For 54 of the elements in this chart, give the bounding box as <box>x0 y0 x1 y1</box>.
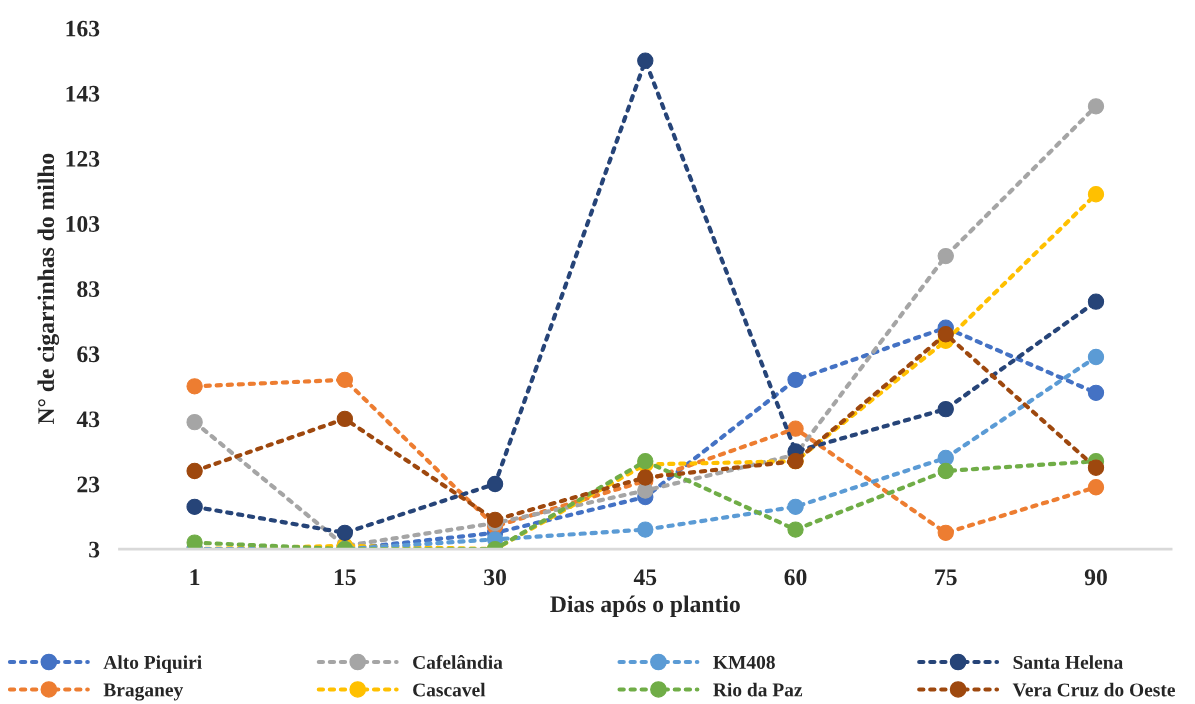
point <box>186 462 203 480</box>
point <box>186 378 203 395</box>
y-tick-label: 123 <box>66 150 100 167</box>
point <box>1087 186 1105 203</box>
point <box>186 413 203 431</box>
x-tick-label: 45 <box>633 569 657 586</box>
y-tick-label: 3 <box>89 541 100 558</box>
y-tick-label: 143 <box>66 85 100 102</box>
x-tick-label: 75 <box>935 569 957 586</box>
point <box>637 52 654 69</box>
legend-label: Braganey <box>103 683 184 701</box>
point <box>937 400 954 418</box>
x-tick-label: 90 <box>1084 569 1107 586</box>
legend-label: KM408 <box>713 655 775 669</box>
point <box>787 498 804 515</box>
point <box>1087 479 1105 496</box>
y-tick-label: 63 <box>77 346 100 363</box>
point <box>1087 348 1105 366</box>
point <box>1087 384 1105 401</box>
legend-label: Alto Piquiri <box>103 655 202 673</box>
legend-label: Rio da Paz <box>713 682 803 697</box>
legend-label: Cafelândia <box>413 655 503 669</box>
y-tick-label: 163 <box>66 20 100 37</box>
point <box>787 521 804 538</box>
point <box>937 524 954 541</box>
point <box>186 534 203 550</box>
y-axis-title: N° de cigarrinhas do milho <box>37 153 60 425</box>
y-tick-label: 23 <box>77 476 100 493</box>
x-axis-title: Dias após o plantio <box>550 595 740 617</box>
point <box>937 247 954 265</box>
point <box>336 410 353 428</box>
point <box>336 371 353 388</box>
x-tick-label: 60 <box>784 569 807 586</box>
point <box>336 524 353 541</box>
point <box>486 475 504 493</box>
legend-label: Santa Helena <box>1013 655 1123 669</box>
y-tick-label: 83 <box>77 281 100 298</box>
point <box>186 498 203 515</box>
point <box>1087 293 1105 310</box>
point <box>787 371 804 388</box>
point <box>637 521 654 538</box>
legend-label: Cascavel <box>413 682 486 697</box>
x-tick-label: 15 <box>334 569 356 586</box>
x-tick-label: 1 <box>190 569 200 585</box>
y-tick-label: 43 <box>76 411 100 428</box>
legend-label: Vera Cruz do Oeste <box>1012 682 1175 697</box>
x-tick-label: 30 <box>484 569 506 586</box>
point <box>937 462 954 480</box>
point <box>937 326 954 343</box>
point <box>1087 459 1105 476</box>
point <box>486 511 504 528</box>
point <box>787 420 804 437</box>
point <box>1087 98 1105 115</box>
y-tick-label: 103 <box>66 216 100 232</box>
